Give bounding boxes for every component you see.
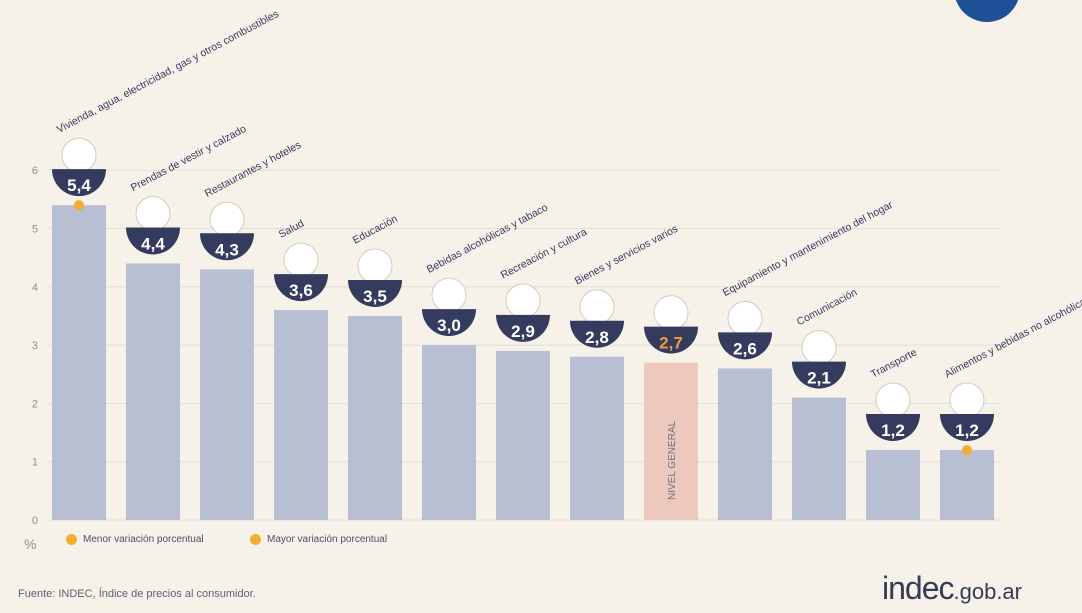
category-label: Educación [351, 213, 400, 247]
value-badge [570, 320, 624, 348]
tshirt-icon [135, 195, 171, 231]
data-label: 2,6 [733, 339, 757, 358]
y-tick-label: 1 [32, 457, 38, 469]
wine-bottle-icon [431, 277, 467, 313]
value-badge [422, 309, 476, 337]
brand-main: indec [882, 570, 954, 606]
y-tick-label: 0 [32, 515, 38, 527]
bar [866, 450, 920, 520]
bar [52, 205, 106, 520]
legend-max: Mayor variación porcentual [250, 534, 387, 545]
data-label: 1,2 [881, 421, 905, 440]
value-badge [718, 332, 772, 360]
max-marker-icon [250, 534, 261, 545]
smartphone-icon [801, 330, 837, 366]
data-label: 1,2 [955, 421, 979, 440]
medical-cross-icon [283, 242, 319, 278]
data-label: 3,6 [289, 281, 313, 300]
bar [940, 450, 994, 520]
bar [570, 356, 624, 520]
data-label: 2,9 [511, 322, 535, 341]
data-label: 2,1 [807, 369, 831, 388]
bar [718, 368, 772, 520]
y-tick-label: 4 [32, 282, 38, 294]
y-tick-label: 6 [32, 165, 38, 177]
bar [274, 310, 328, 520]
category-label: Bienes y servicios varios [573, 223, 680, 288]
category-label: Comunicación [795, 286, 860, 328]
value-badge [348, 279, 402, 307]
iron-icon [727, 300, 763, 336]
category-label: Alimentos y bebidas no alcohólicas [943, 293, 1082, 380]
data-label: 2,8 [585, 328, 609, 347]
bar [200, 269, 254, 520]
data-label: 3,0 [437, 316, 461, 335]
bus-card-icon [875, 382, 911, 418]
category-label: Salud [277, 217, 306, 240]
category-label: Recreación y cultura [499, 226, 589, 282]
logo-badge-icon [954, 0, 1020, 22]
y-axis-unit: % [24, 536, 37, 552]
legend-max-label: Mayor variación porcentual [267, 534, 388, 545]
bar [126, 263, 180, 520]
notebook-icon [357, 248, 393, 284]
lightbulb-icon [61, 137, 97, 173]
data-label: 4,4 [141, 234, 165, 253]
min-marker [962, 445, 972, 456]
value-badge [200, 233, 254, 261]
y-tick-label: 2 [32, 398, 38, 410]
value-badge [274, 274, 328, 302]
data-label: 5,4 [67, 176, 91, 195]
comb-scissors-icon [579, 289, 615, 325]
sun-umbrella-icon [505, 283, 541, 319]
bar [496, 350, 550, 520]
value-badge [52, 169, 106, 197]
y-tick-label: 3 [32, 340, 38, 352]
category-label: Transporte [869, 346, 919, 380]
data-label: 3,5 [363, 287, 387, 306]
legend-min-label: Menor variación porcentual [83, 534, 204, 545]
brand-logo: indec.gob.ar [882, 570, 1022, 607]
bar [422, 345, 476, 520]
y-tick-label: 5 [32, 224, 38, 236]
max-marker [74, 200, 84, 211]
cutlery-icon [209, 201, 245, 237]
value-badge [126, 227, 180, 255]
value-badge [940, 414, 994, 442]
source-note: Fuente: INDEC, Índice de precios al cons… [18, 588, 256, 600]
food-icon [949, 382, 985, 418]
min-marker-icon [66, 534, 77, 545]
bar [644, 362, 698, 520]
basket-icon [653, 295, 689, 331]
value-badge [866, 414, 920, 442]
data-label: 2,7 [659, 334, 683, 353]
data-label: 4,3 [215, 240, 239, 259]
brand-suffix: .gob.ar [953, 579, 1023, 604]
category-label: Equipamiento y mantenimiento del hogar [721, 199, 896, 299]
value-badge [644, 326, 698, 354]
value-badge [496, 314, 550, 342]
category-label: NIVEL GENERAL [667, 420, 678, 500]
legend-min: Menor variación porcentual [66, 534, 204, 545]
value-badge [792, 361, 846, 389]
bar [348, 315, 402, 520]
category-label: Vivienda, agua, electricidad, gas y otro… [55, 8, 281, 136]
bar [792, 397, 846, 520]
